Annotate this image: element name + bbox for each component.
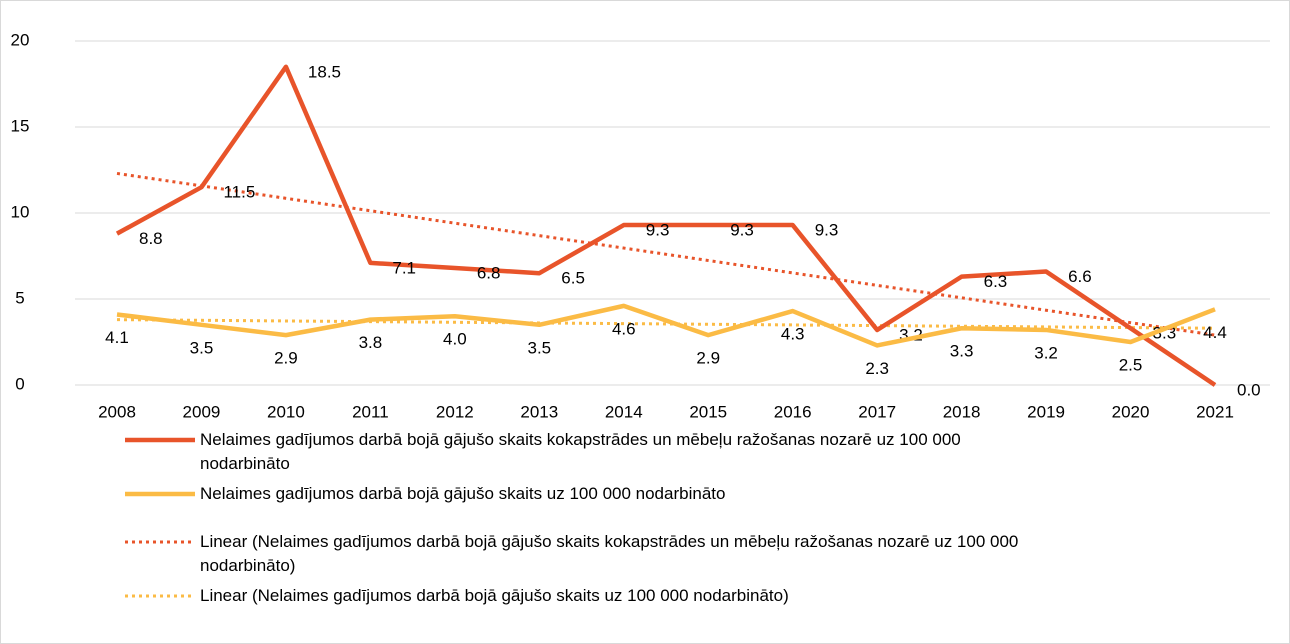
data-label: 0.0 xyxy=(1237,380,1261,399)
data-label: 8.8 xyxy=(139,229,163,248)
legend-entry: Linear (Nelaimes gadījumos darbā bojā gā… xyxy=(200,586,789,605)
data-label: 6.3 xyxy=(984,272,1008,291)
y-tick-label: 0 xyxy=(15,374,24,393)
data-label: 9.3 xyxy=(815,221,839,240)
data-label: 9.3 xyxy=(730,221,754,240)
trendline xyxy=(116,318,1216,330)
data-label: 2.9 xyxy=(274,349,298,368)
x-tick-label: 2018 xyxy=(943,402,981,421)
x-tick-label: 2011 xyxy=(352,402,389,421)
y-tick-label: 15 xyxy=(11,116,30,135)
y-tick-label: 20 xyxy=(11,30,30,49)
data-label: 3.5 xyxy=(527,338,551,357)
x-tick-label: 2008 xyxy=(98,402,136,421)
data-label: 6.5 xyxy=(561,269,585,288)
x-tick-label: 2012 xyxy=(436,402,474,421)
data-label: 11.5 xyxy=(223,183,255,202)
x-tick-label: 2013 xyxy=(520,402,558,421)
legend-entry: Nelaimes gadījumos darbā bojā gājušo ska… xyxy=(200,484,726,503)
legend-entry: Nelaimes gadījumos darbā bojā gājušo ska… xyxy=(200,430,961,473)
data-label: 2.5 xyxy=(1119,355,1143,374)
data-label: 3.2 xyxy=(1034,343,1058,362)
data-label: 4.4 xyxy=(1203,323,1227,342)
x-tick-label: 2010 xyxy=(267,402,305,421)
y-tick-label: 5 xyxy=(15,288,24,307)
data-label: 2.9 xyxy=(696,349,720,368)
x-tick-label: 2019 xyxy=(1027,402,1065,421)
data-label: 4.0 xyxy=(443,330,467,349)
data-label: 6.6 xyxy=(1068,267,1092,286)
trendline xyxy=(116,171,1216,337)
x-tick-label: 2009 xyxy=(183,402,221,421)
x-tick-label: 2020 xyxy=(1112,402,1150,421)
data-label: 3.3 xyxy=(950,342,974,361)
y-tick-label: 10 xyxy=(11,202,30,221)
data-label: 3.8 xyxy=(359,333,383,352)
legend-entry: Linear (Nelaimes gadījumos darbā bojā gā… xyxy=(200,532,1019,575)
data-label: 4.1 xyxy=(105,328,129,347)
data-label: 18.5 xyxy=(308,62,341,81)
data-label: 7.1 xyxy=(392,258,416,277)
series-line xyxy=(115,64,1217,387)
data-label: 4.3 xyxy=(781,325,805,344)
data-label: 9.3 xyxy=(646,221,670,240)
data-label: 6.8 xyxy=(477,264,501,283)
data-label: 3.5 xyxy=(190,338,214,357)
x-tick-label: 2017 xyxy=(858,402,896,421)
x-tick-label: 2014 xyxy=(605,402,643,421)
data-label: 2.3 xyxy=(865,359,889,378)
x-tick-label: 2016 xyxy=(774,402,812,421)
x-tick-label: 2021 xyxy=(1196,402,1234,421)
data-label: 4.6 xyxy=(612,319,636,338)
series-line xyxy=(116,303,1216,348)
x-tick-label: 2015 xyxy=(689,402,727,421)
